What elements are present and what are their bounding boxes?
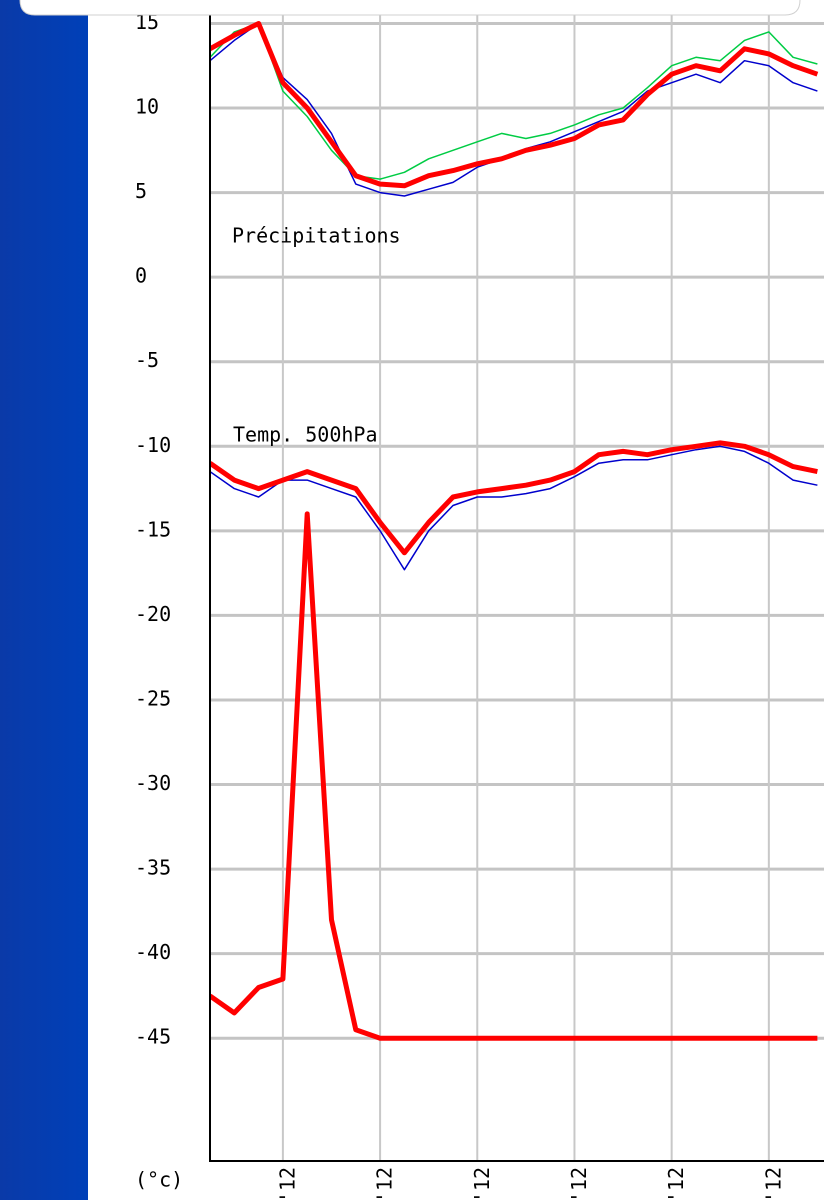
x-tick-label: '12 <box>275 1167 299 1200</box>
annotation: Précipitations <box>232 224 401 248</box>
y-tick-label: -20 <box>135 602 171 626</box>
y-unit-label: (°c) <box>135 1168 183 1192</box>
series-line <box>210 440 818 556</box>
y-tick-label: 5 <box>135 179 147 203</box>
x-tick-label: '12 <box>567 1167 591 1200</box>
side-background <box>0 0 88 1200</box>
top-panel <box>19 0 801 16</box>
series-line <box>210 511 818 1041</box>
x-tick-label: '12 <box>470 1167 494 1200</box>
y-tick-label: 10 <box>135 95 159 119</box>
y-tick-label: -5 <box>135 348 159 372</box>
series-line <box>210 21 819 189</box>
y-tick-label: -15 <box>135 517 171 541</box>
y-tick-label: -10 <box>135 433 171 457</box>
y-tick-label: 0 <box>135 264 147 288</box>
series-line <box>210 22 818 180</box>
series-line <box>210 445 818 571</box>
labels: 151050-5-10-15-20-25-30-35-40-45'12'12'1… <box>135 10 785 1200</box>
x-tick-label: '12 <box>664 1167 688 1200</box>
y-tick-label: -30 <box>135 771 171 795</box>
x-tick-label: '12 <box>761 1167 785 1200</box>
plot-lines <box>210 21 819 1041</box>
y-tick-label: -35 <box>135 856 171 880</box>
y-tick-label: -25 <box>135 686 171 710</box>
y-tick-label: -45 <box>135 1025 171 1049</box>
annotation: Temp. 500hPa <box>233 423 378 447</box>
x-tick-label: '12 <box>373 1167 397 1200</box>
y-tick-label: -40 <box>135 940 171 964</box>
